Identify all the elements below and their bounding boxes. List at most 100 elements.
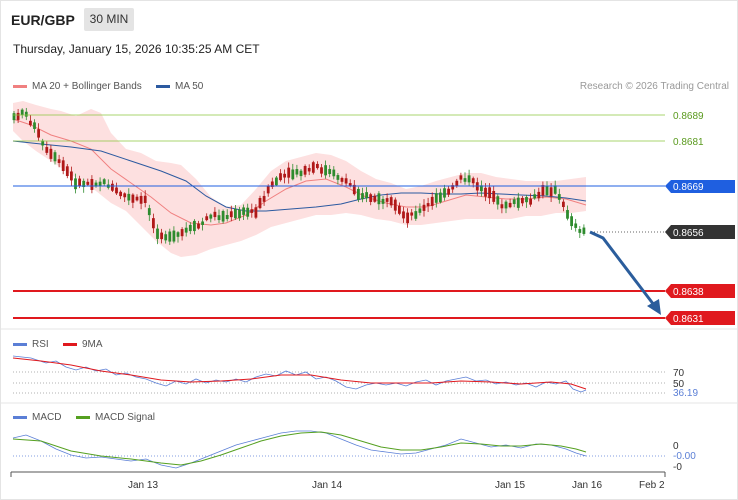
candle-body xyxy=(357,188,360,200)
timeframe-button[interactable]: 30 MIN xyxy=(84,8,134,31)
support-2-tag xyxy=(665,311,735,325)
candle-body xyxy=(562,201,565,208)
candle-body xyxy=(123,193,127,198)
candle-body xyxy=(160,232,163,240)
bollinger-band xyxy=(13,101,586,257)
legend-ma20: MA 20 + Bollinger Bands xyxy=(13,81,142,92)
candle-body xyxy=(365,192,368,199)
candle-body xyxy=(525,197,528,203)
candle-body xyxy=(147,208,151,216)
candle-body xyxy=(78,178,81,187)
macd-signal-line xyxy=(12,431,587,466)
candle-body xyxy=(20,109,24,115)
candle-body xyxy=(344,178,348,184)
candle-body xyxy=(213,211,217,218)
candle-body xyxy=(418,208,422,213)
datetime-label: Thursday, January 15, 2026 10:35:25 AM C… xyxy=(13,42,260,56)
candle-body xyxy=(139,195,143,204)
ma50-line xyxy=(12,140,587,212)
legend-swatch xyxy=(76,415,90,419)
forecast-arrow xyxy=(589,230,656,306)
forecast-arrowhead-icon xyxy=(647,299,661,315)
candle-body xyxy=(422,204,426,211)
candle-body xyxy=(234,208,237,219)
candle-body xyxy=(172,230,176,242)
candle-body xyxy=(238,209,241,219)
support-1-tag xyxy=(665,284,735,298)
legend-ma50: MA 50 xyxy=(156,81,203,92)
candle-body xyxy=(209,214,213,219)
candle-body xyxy=(574,223,578,228)
candle-body xyxy=(455,180,459,187)
candle-body xyxy=(82,180,86,188)
candle-body xyxy=(33,122,36,129)
candle-body xyxy=(307,167,311,172)
candle-body xyxy=(291,169,295,180)
candle-body xyxy=(492,190,496,202)
candle-body xyxy=(406,212,409,224)
legend-label: MACD Signal xyxy=(95,412,156,423)
candle-body xyxy=(90,179,94,190)
candle-body xyxy=(242,207,245,215)
pivot-label: 0.8669 xyxy=(673,182,704,193)
candle-body xyxy=(336,175,340,180)
candle-body xyxy=(197,223,200,229)
support-1-label: 0.8638 xyxy=(673,287,704,298)
candle-body xyxy=(143,195,147,203)
candle-body xyxy=(70,171,73,181)
candle-body xyxy=(270,181,274,187)
legend-macd: MACD xyxy=(13,412,61,423)
candle-body xyxy=(86,181,90,185)
candle-body xyxy=(24,111,28,117)
candle-body xyxy=(262,195,266,202)
candle-body xyxy=(221,210,225,222)
resistance-2-label: 0.8689 xyxy=(673,111,704,122)
candle-body xyxy=(320,167,323,174)
last-price-label: 0.8656 xyxy=(673,228,704,239)
candle-body xyxy=(74,178,77,190)
candle-body xyxy=(127,193,131,201)
candle-body xyxy=(111,183,114,191)
candle-body xyxy=(566,210,569,219)
candle-body xyxy=(484,187,487,197)
candle-body xyxy=(447,188,450,195)
candle-body xyxy=(65,166,69,177)
candle-body xyxy=(61,160,65,172)
currency-pair: EUR/GBP xyxy=(11,12,75,28)
legend-label: RSI xyxy=(32,339,49,350)
legend-rsi-ma: 9MA xyxy=(63,339,103,350)
candle-body xyxy=(180,229,184,237)
candle-body xyxy=(205,216,209,221)
candle-body xyxy=(283,173,286,178)
resistance-1-label: 0.8681 xyxy=(673,137,704,148)
candle-body xyxy=(316,163,319,169)
candle-body xyxy=(516,197,520,208)
candle-body xyxy=(533,194,537,199)
candle-body xyxy=(193,220,196,232)
candle-body xyxy=(500,204,504,209)
macd-zero-label: 0 xyxy=(673,441,679,452)
candle-body xyxy=(512,199,516,205)
candle-body xyxy=(303,166,307,175)
candle-body xyxy=(98,181,102,186)
candle-body xyxy=(389,197,393,206)
candle-body xyxy=(201,221,204,225)
candle-body xyxy=(45,147,49,153)
candle-body xyxy=(434,193,438,203)
legend-label: MA 50 xyxy=(175,81,204,92)
legend-macd-signal: MACD Signal xyxy=(76,412,155,423)
candle-body xyxy=(377,193,381,205)
candle-body xyxy=(430,196,434,206)
candle-body xyxy=(582,227,586,234)
candle-body xyxy=(578,229,582,233)
macd-line xyxy=(12,430,587,469)
support-2-label: 0.8631 xyxy=(673,314,704,325)
legend-swatch xyxy=(13,84,27,88)
rsi-line xyxy=(12,355,587,393)
candle-body xyxy=(324,165,327,176)
candle-body xyxy=(480,185,483,192)
rsi-70-label: 70 xyxy=(673,368,685,379)
candle-body xyxy=(414,211,418,219)
last-price-tag xyxy=(665,225,735,239)
candle-body xyxy=(553,185,557,194)
